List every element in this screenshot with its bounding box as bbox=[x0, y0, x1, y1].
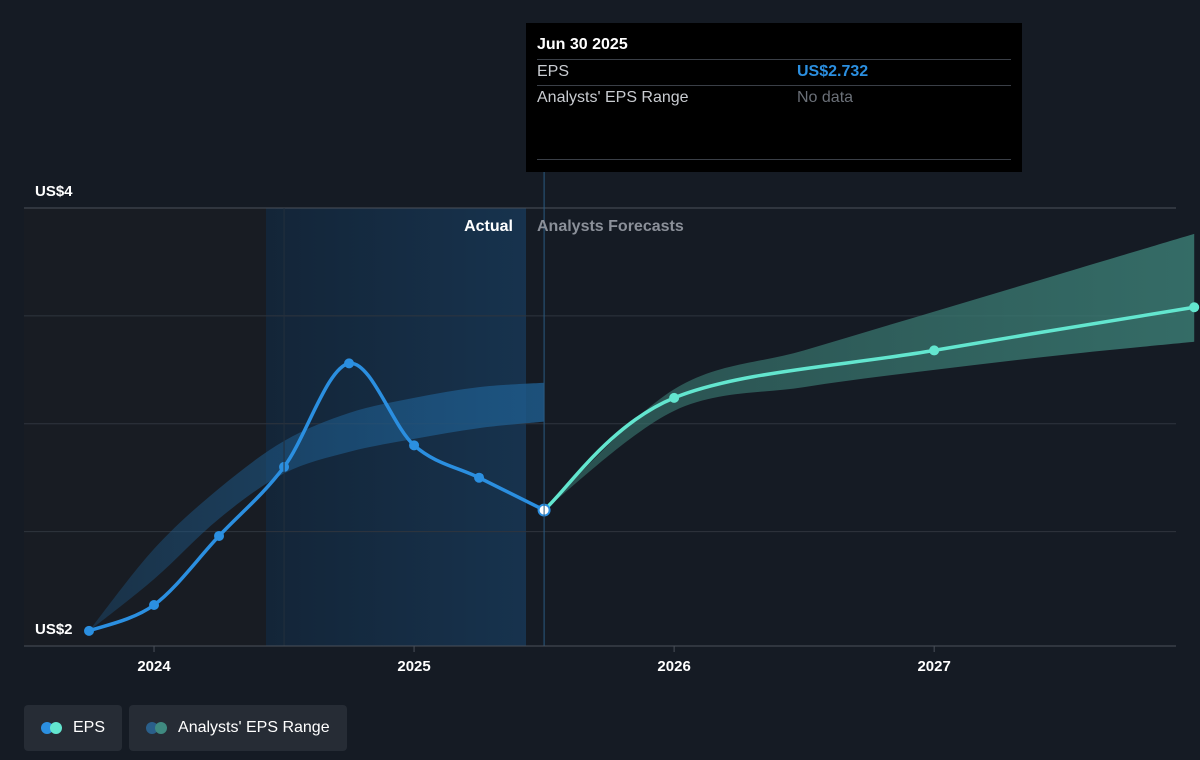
eps-point-forecast bbox=[929, 345, 940, 356]
eps-range-band-past bbox=[89, 382, 545, 631]
eps-point-actual bbox=[214, 530, 225, 541]
tooltip-range-value: No data bbox=[797, 89, 854, 106]
tooltip-eps-label: EPS bbox=[537, 63, 570, 80]
x-tick-label: 2026 bbox=[657, 658, 690, 675]
legend-label-eps: EPS bbox=[73, 719, 106, 736]
forecast-label: Analysts Forecasts bbox=[537, 218, 684, 235]
x-tick-label: 2027 bbox=[917, 658, 950, 675]
y-tick-label: US$4 bbox=[35, 183, 73, 200]
x-tick-label: 2024 bbox=[137, 658, 171, 675]
eps-range-swatch-icon bbox=[146, 722, 168, 734]
eps-lines bbox=[87, 305, 1196, 633]
eps-point-actual bbox=[474, 472, 485, 483]
tooltip-eps-value: US$2.732 bbox=[797, 63, 869, 80]
legend-item-eps-range[interactable]: Analysts' EPS Range bbox=[129, 705, 347, 751]
eps-point-forecast bbox=[1189, 302, 1200, 313]
eps-range-band-forecast bbox=[544, 233, 1195, 511]
tooltip-row-range: Analysts' EPS Range No data bbox=[537, 85, 1011, 111]
eps-point-actual bbox=[344, 358, 355, 369]
eps-line-forecast bbox=[542, 305, 1196, 512]
eps-point-actual bbox=[84, 625, 95, 636]
eps-points bbox=[84, 302, 1200, 636]
x-tick-label: 2025 bbox=[397, 658, 430, 675]
tooltip-divider bbox=[537, 159, 1011, 160]
legend-label-eps-range: Analysts' EPS Range bbox=[178, 719, 330, 736]
actual-label: Actual bbox=[464, 218, 513, 235]
eps-point-forecast bbox=[669, 392, 680, 403]
legend: EPS Analysts' EPS Range bbox=[24, 705, 347, 751]
tooltip-range-label: Analysts' EPS Range bbox=[537, 89, 689, 106]
tooltip: Jun 30 2025 EPS US$2.732 Analysts' EPS R… bbox=[526, 23, 1022, 172]
y-tick-label: US$2 bbox=[35, 621, 73, 638]
eps-swatch-icon bbox=[41, 722, 63, 734]
eps-line-actual bbox=[87, 361, 546, 633]
eps-range-bands bbox=[89, 233, 1195, 631]
tooltip-row-eps: EPS US$2.732 bbox=[537, 59, 1011, 85]
eps-point-actual bbox=[149, 600, 160, 611]
eps-point-actual bbox=[409, 440, 420, 451]
axes: 2024 2025 2026 2027 US$4 US$2 bbox=[24, 172, 1176, 675]
tooltip-date: Jun 30 2025 bbox=[537, 36, 628, 53]
legend-item-eps[interactable]: EPS bbox=[24, 705, 123, 751]
